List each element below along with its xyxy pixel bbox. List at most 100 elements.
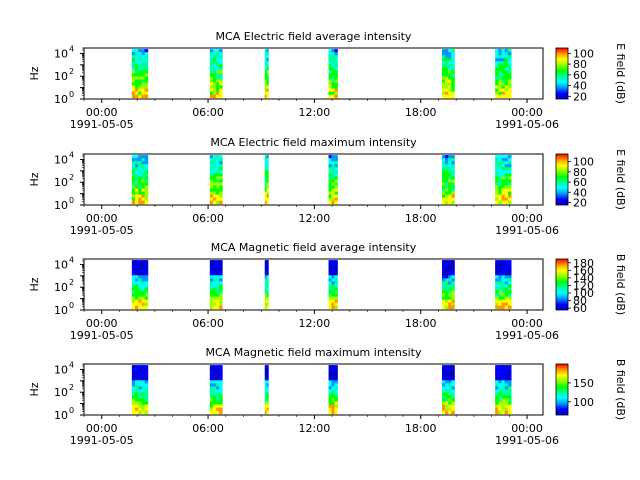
data-segment [441,365,455,415]
x-tick-label: 18:00 [405,106,437,119]
data-segment [441,49,455,99]
data-segment [209,49,223,99]
data-segment [209,155,223,205]
x-tick-label: 18:00 [405,422,437,435]
data-segment [131,260,149,310]
data-segment [131,49,149,99]
colorbar-tick-label: 150 [573,377,594,390]
x-tick-label: 00:00 [511,422,543,435]
y-tick-label: 10 [54,176,68,189]
y-tick-label: 10 [54,70,68,83]
data-segment [209,365,223,415]
panel-title: MCA Magnetic field maximum intensity [206,346,422,359]
y-tick-label: 10 [54,304,68,317]
data-segment [131,365,149,415]
colorbar-label: B field (dB) [614,254,627,315]
y-tick-label: 10 [54,258,68,271]
y-tick-label: 10 [54,93,68,106]
x-tick-label: 12:00 [299,212,331,225]
y-tick-label: 10 [54,409,68,422]
axes-frame [83,258,544,311]
data-segment [328,49,338,99]
colorbar [555,47,569,100]
x-tick-label: 00:00 [86,106,118,119]
x-tick-label: 06:00 [192,212,224,225]
y-tick-exponent: 2 [69,67,74,76]
x-tick-date: 1991-05-05 [70,118,134,131]
y-tick-exponent: 0 [69,406,74,415]
y-tick-label: 10 [54,281,68,294]
colorbar-tick-label: 100 [573,396,594,409]
panel-title: MCA Magnetic field average intensity [211,241,417,254]
x-tick-label: 18:00 [405,212,437,225]
y-tick-exponent: 2 [69,278,74,287]
colorbar-tick-label: 160 [573,264,594,277]
x-tick-label: 06:00 [192,106,224,119]
y-tick-exponent: 0 [69,196,74,205]
x-tick-label: 00:00 [511,106,543,119]
colorbar-tick-label: 100 [573,156,594,169]
panel-title: MCA Electric field maximum intensity [210,136,417,149]
colorbar-tick-label: 80 [573,295,587,308]
data-segment [441,260,455,310]
x-tick-label: 00:00 [511,212,543,225]
x-tick-label: 06:00 [192,317,224,330]
colorbar-tick-label: 120 [573,279,594,292]
y-tick-exponent: 4 [69,360,74,369]
data-segment [264,365,269,415]
y-tick-exponent: 4 [69,44,74,53]
x-tick-label: 06:00 [192,422,224,435]
colorbar-tick-label: 20 [573,90,587,103]
y-tick-exponent: 0 [69,90,74,99]
x-tick-date: 1991-05-05 [70,224,134,237]
data-segment [264,260,269,310]
data-segment [328,365,338,415]
colorbar-tick-label: 140 [573,272,594,285]
colorbar-tick-label: 100 [573,287,594,300]
y-tick-exponent: 2 [69,173,74,182]
x-tick-label: 18:00 [405,317,437,330]
colorbar-label: B field (dB) [614,359,627,420]
x-tick-date: 1991-05-06 [495,329,559,342]
y-tick-exponent: 0 [69,301,74,310]
y-tick-exponent: 4 [69,255,74,264]
y-tick-label: 10 [54,363,68,376]
axes-frame [83,153,544,206]
x-tick-date: 1991-05-06 [495,434,559,447]
colorbar [555,153,569,206]
data-segment [264,49,269,99]
y-axis-label: Hz [28,66,41,80]
x-tick-label: 12:00 [299,106,331,119]
y-tick-label: 10 [54,199,68,212]
y-axis-label: Hz [28,277,41,291]
x-tick-label: 00:00 [86,317,118,330]
y-tick-label: 10 [54,153,68,166]
colorbar [555,363,569,416]
colorbar-tick-label: 20 [573,196,587,209]
x-tick-label: 00:00 [511,317,543,330]
data-segment [441,155,455,205]
data-segment [328,155,338,205]
colorbar-tick-label: 40 [573,80,587,93]
data-segment [264,155,269,205]
colorbar-tick-label: 40 [573,186,587,199]
data-segment [131,155,149,205]
y-tick-exponent: 4 [69,150,74,159]
x-tick-date: 1991-05-06 [495,224,559,237]
y-tick-exponent: 2 [69,383,74,392]
colorbar-tick-label: 180 [573,257,594,270]
colorbar [555,258,569,311]
colorbar-label: E field (dB) [614,43,627,104]
y-axis-label: Hz [28,172,41,186]
y-axis-label: Hz [28,382,41,396]
x-tick-date: 1991-05-06 [495,118,559,131]
data-segment [328,260,338,310]
x-tick-label: 00:00 [86,212,118,225]
data-segment [495,260,512,310]
colorbar-tick-label: 60 [573,176,587,189]
x-tick-label: 00:00 [86,422,118,435]
